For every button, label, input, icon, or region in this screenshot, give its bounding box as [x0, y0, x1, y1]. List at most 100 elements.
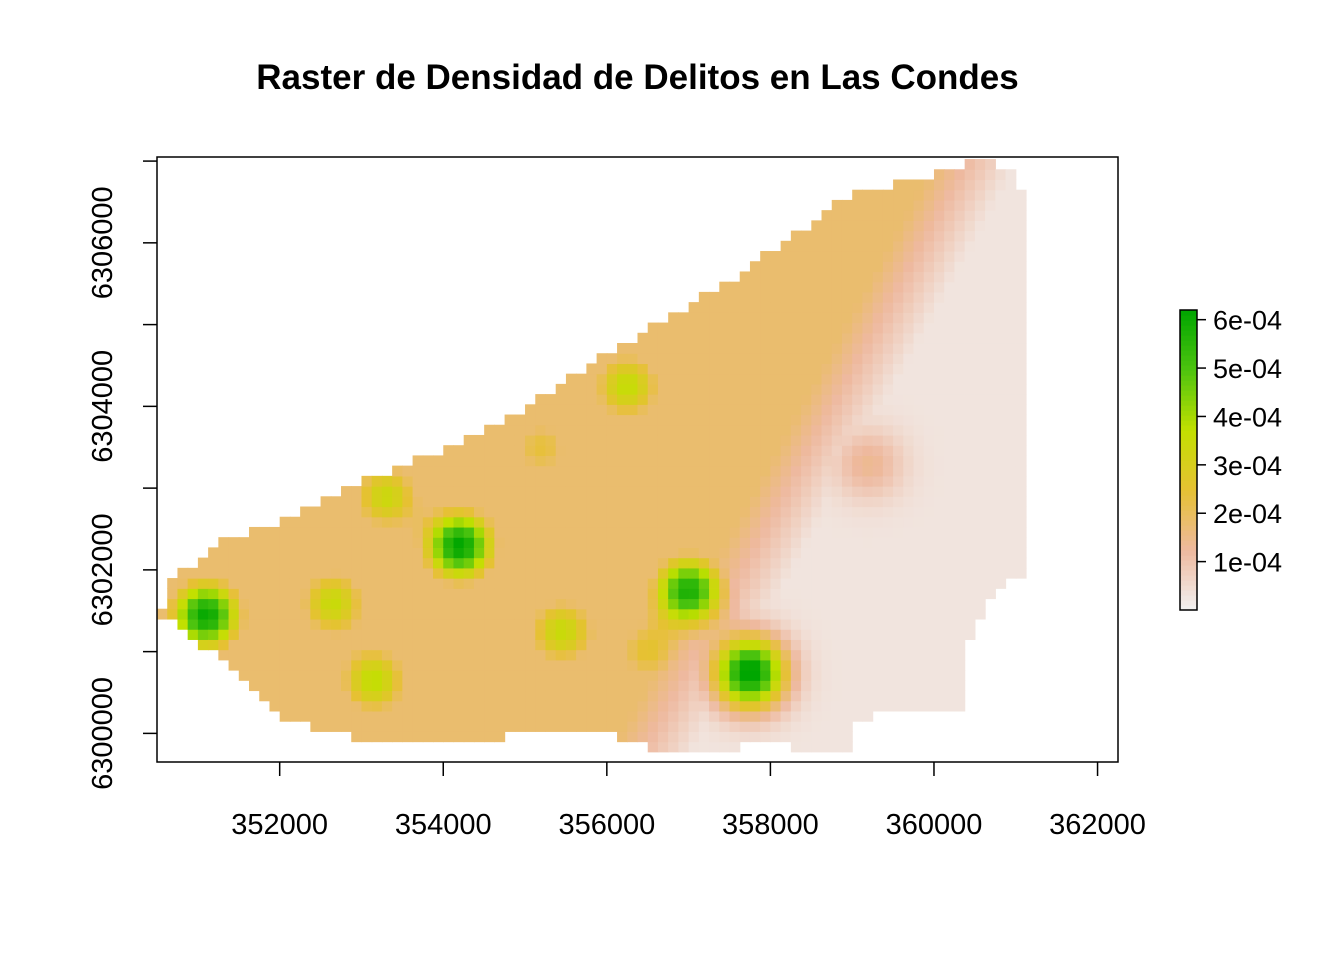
raster-cell: [627, 588, 639, 600]
raster-cell: [944, 506, 956, 518]
raster-cell: [729, 475, 741, 487]
raster-cell: [985, 261, 996, 273]
raster-cell: [473, 659, 485, 671]
raster-cell: [821, 547, 833, 559]
raster-cell: [187, 618, 199, 630]
raster-cell: [249, 680, 260, 692]
raster-cell: [709, 363, 720, 375]
raster-cell: [422, 526, 434, 538]
raster-cell: [893, 526, 904, 538]
raster-cell: [412, 710, 424, 722]
raster-cell: [862, 230, 874, 242]
raster-cell: [974, 210, 986, 221]
raster-cell: [985, 506, 996, 518]
raster-cell: [555, 424, 567, 436]
raster-cell: [954, 353, 966, 365]
raster-cell: [760, 271, 771, 283]
raster-cell: [688, 343, 700, 354]
raster-cell: [974, 169, 986, 181]
raster-cell: [749, 557, 761, 569]
raster-cell: [269, 557, 281, 569]
raster-cell: [709, 312, 720, 324]
raster-cell: [954, 486, 966, 497]
raster-cell: [341, 598, 352, 610]
raster-cell: [985, 199, 996, 211]
raster-cell: [974, 588, 986, 600]
raster-cell: [259, 680, 271, 692]
raster-cell: [709, 383, 720, 395]
raster-cell: [801, 424, 812, 436]
raster-cell: [974, 414, 986, 426]
raster-cell: [831, 312, 843, 324]
raster-cell: [739, 680, 751, 692]
raster-cell: [678, 680, 690, 692]
raster-cell: [821, 261, 833, 273]
raster-cell: [801, 598, 812, 610]
raster-cell: [974, 434, 986, 446]
raster-cell: [903, 332, 915, 344]
raster-cell: [719, 343, 731, 354]
raster-cell: [964, 383, 976, 395]
raster-cell: [341, 557, 352, 569]
raster-cell: [412, 567, 424, 579]
raster-cell: [760, 547, 771, 559]
raster-cell: [719, 608, 731, 620]
raster-cell: [801, 608, 812, 620]
raster-cell: [903, 496, 915, 508]
raster-cell: [882, 240, 894, 252]
raster-cell: [218, 608, 230, 620]
raster-cell: [453, 486, 465, 497]
raster-cell: [637, 496, 649, 508]
raster-cell: [903, 383, 915, 395]
raster-cell: [944, 210, 956, 221]
raster-cell: [821, 506, 833, 518]
raster-cell: [964, 373, 976, 385]
raster-cell: [964, 404, 976, 416]
raster-cell: [923, 445, 935, 457]
raster-cell: [964, 618, 976, 630]
raster-cell: [187, 578, 199, 589]
raster-cell: [463, 516, 475, 528]
raster-cell: [463, 445, 475, 457]
raster-cell: [903, 690, 915, 702]
raster-cell: [1015, 261, 1027, 273]
raster-cell: [1015, 455, 1027, 467]
raster-cell: [709, 731, 720, 743]
raster-cell: [361, 475, 373, 487]
raster-cell: [760, 383, 771, 395]
raster-cell: [821, 394, 833, 405]
raster-cell: [933, 618, 945, 630]
raster-cell: [903, 608, 915, 620]
raster-cell: [985, 363, 996, 375]
raster-cell: [535, 455, 547, 467]
raster-cell: [729, 486, 741, 497]
raster-cell: [770, 322, 782, 334]
raster-cell: [749, 322, 761, 334]
raster-cell: [422, 608, 434, 620]
raster-cell: [954, 659, 966, 671]
raster-cell: [545, 506, 557, 518]
raster-cell: [637, 710, 649, 722]
raster-cell: [852, 189, 864, 201]
raster-cell: [269, 639, 281, 651]
raster-cell: [780, 291, 792, 303]
raster-cell: [310, 690, 322, 702]
raster-cell: [719, 649, 731, 661]
raster-cell: [238, 659, 250, 671]
raster-cell: [913, 445, 925, 457]
raster-cell: [525, 537, 536, 548]
raster-cell: [576, 629, 587, 640]
raster-cell: [1005, 281, 1017, 293]
raster-cell: [780, 302, 792, 313]
raster-cell: [882, 261, 894, 273]
raster-cell: [443, 547, 455, 559]
raster-cell: [852, 598, 864, 610]
raster-cell: [944, 353, 956, 365]
raster-cell: [770, 721, 782, 732]
raster-cell: [933, 434, 945, 446]
raster-cell: [821, 343, 833, 354]
raster-cell: [893, 332, 904, 344]
raster-cell: [893, 578, 904, 589]
raster-cell: [933, 394, 945, 405]
raster-cell: [698, 496, 710, 508]
